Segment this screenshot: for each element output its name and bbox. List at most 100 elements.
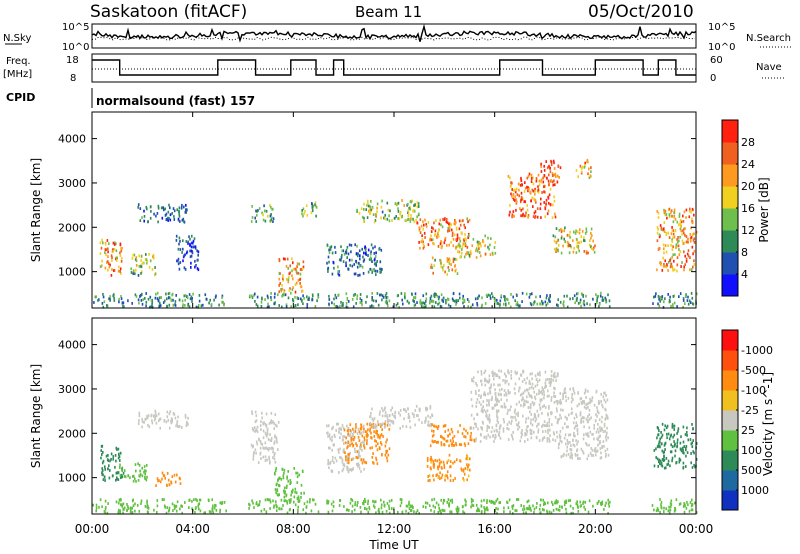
range-cell	[547, 389, 549, 393]
range-cell	[512, 214, 514, 218]
range-cell	[298, 473, 301, 477]
range-cell	[414, 203, 416, 206]
range-cell	[483, 393, 485, 396]
range-cell	[261, 443, 264, 446]
range-cell	[471, 244, 474, 248]
range-cell	[549, 294, 551, 297]
range-cell	[452, 292, 455, 296]
range-cell	[208, 510, 211, 513]
range-cell	[170, 419, 172, 423]
range-cell	[188, 506, 190, 509]
colorbar-tick-label: 8	[741, 246, 748, 259]
range-cell	[376, 269, 379, 273]
range-cell	[544, 370, 547, 374]
range-cell	[492, 406, 495, 410]
range-cell	[386, 201, 389, 205]
range-cell	[425, 225, 428, 228]
range-cell	[679, 223, 682, 227]
range-cell	[496, 416, 499, 420]
range-cell	[492, 374, 495, 377]
range-cell	[375, 429, 378, 433]
range-cell	[440, 265, 442, 269]
range-cell	[685, 448, 687, 452]
range-cell	[431, 226, 433, 230]
range-cell	[343, 448, 345, 452]
range-cell	[540, 197, 542, 201]
range-cell	[658, 297, 660, 301]
range-cell	[105, 506, 107, 509]
range-cell	[300, 285, 303, 289]
range-cell	[444, 424, 446, 428]
range-cell	[687, 295, 689, 299]
range-cell	[435, 219, 437, 222]
range-cell	[177, 262, 180, 266]
range-cell	[603, 398, 606, 402]
range-cell	[595, 413, 597, 416]
range-cell	[571, 456, 573, 460]
range-cell	[115, 471, 118, 475]
range-cell	[475, 437, 477, 441]
range-cell	[555, 407, 558, 411]
range-cell	[553, 239, 556, 243]
range-cell	[556, 402, 559, 406]
range-cell	[499, 501, 501, 504]
range-cell	[580, 417, 583, 421]
range-cell	[461, 251, 463, 255]
range-cell	[472, 376, 475, 380]
range-cell	[470, 497, 473, 501]
range-cell	[433, 465, 435, 469]
range-cell	[663, 510, 665, 513]
range-cell	[110, 452, 113, 456]
range-cell	[683, 241, 686, 245]
range-cell	[367, 209, 370, 213]
range-cell	[527, 214, 530, 217]
range-cell	[587, 172, 589, 176]
range-cell	[497, 409, 500, 413]
range-cell	[375, 424, 378, 428]
range-cell	[593, 246, 595, 250]
range-cell	[568, 234, 571, 237]
range-cell	[490, 430, 493, 434]
range-cell	[407, 511, 410, 515]
range-cell	[348, 258, 351, 262]
freq-label: Freq.	[6, 56, 31, 67]
range-cell	[543, 393, 545, 397]
range-cell	[686, 426, 688, 430]
range-cell	[515, 303, 518, 307]
range-cell	[157, 206, 160, 210]
range-cell	[583, 391, 586, 395]
range-cell	[557, 508, 560, 512]
range-cell	[373, 435, 376, 438]
range-cell	[426, 459, 429, 462]
range-cell	[669, 505, 672, 509]
range-cell	[369, 205, 372, 209]
range-cell	[497, 432, 500, 436]
range-cell	[255, 209, 257, 213]
range-cell	[576, 449, 578, 453]
range-cell	[588, 401, 590, 405]
range-cell	[655, 456, 657, 459]
range-cell	[463, 255, 466, 259]
range-cell	[373, 262, 376, 266]
range-cell	[127, 299, 129, 303]
range-cell	[460, 467, 463, 471]
range-cell	[427, 414, 429, 418]
range-cell	[119, 254, 122, 257]
range-cell	[437, 426, 439, 430]
range-cell	[282, 293, 284, 297]
range-cell	[266, 294, 269, 298]
range-cell	[657, 211, 660, 215]
range-cell	[349, 501, 352, 505]
range-cell	[672, 236, 674, 239]
range-cell	[270, 447, 272, 450]
range-cell	[530, 432, 533, 436]
range-cell	[373, 258, 376, 262]
range-cell	[674, 449, 677, 453]
range-cell	[577, 510, 580, 513]
range-cell	[600, 501, 602, 505]
range-cell	[539, 511, 541, 515]
range-cell	[430, 294, 433, 298]
range-cell	[402, 424, 404, 428]
range-cell	[558, 417, 561, 421]
range-cell	[351, 498, 353, 502]
